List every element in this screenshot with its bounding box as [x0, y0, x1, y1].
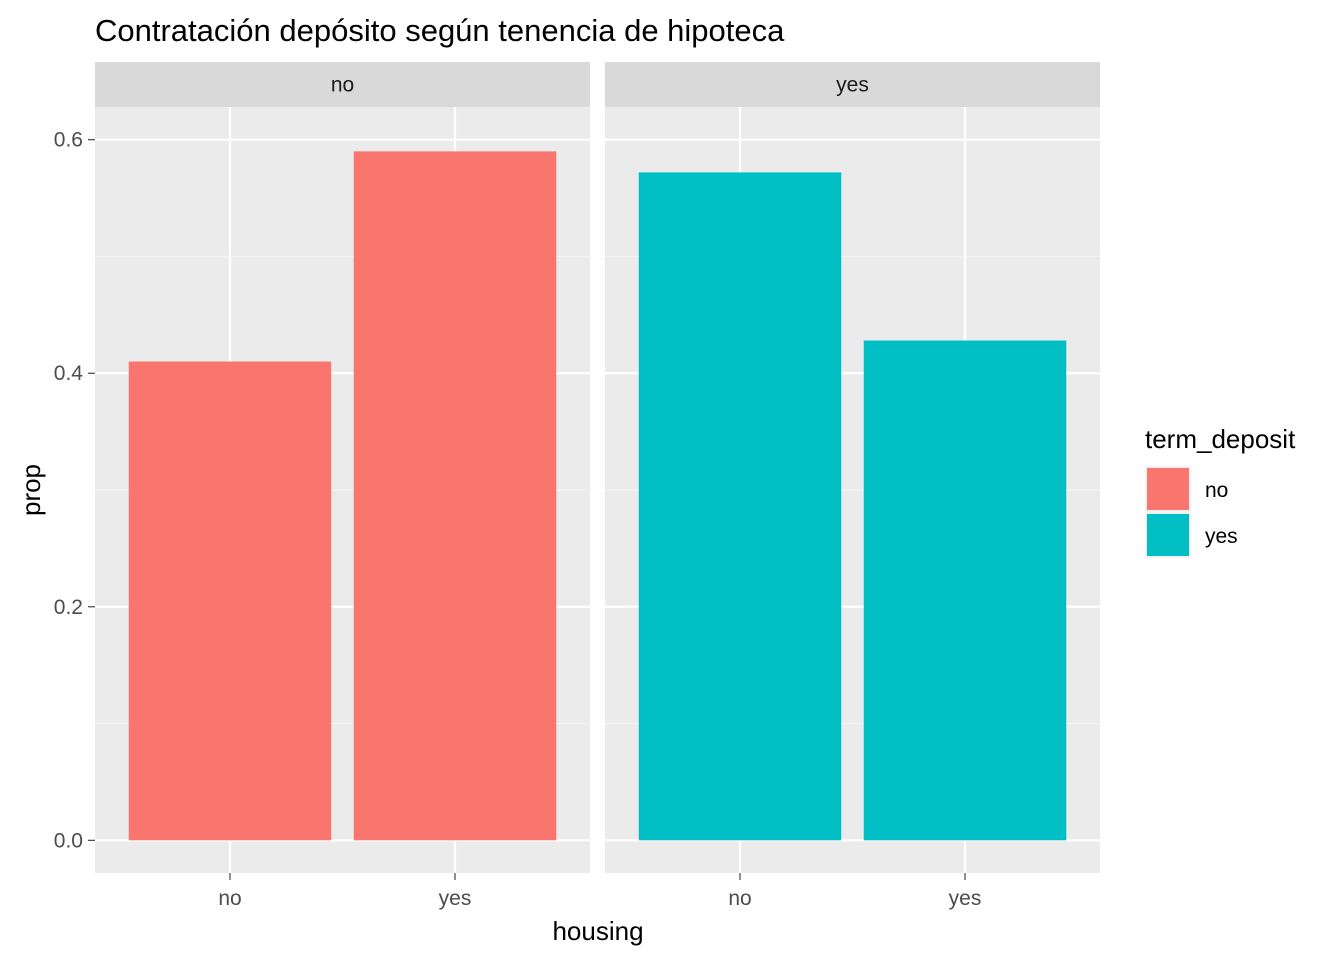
facet-panels: no no yes 0.0 0.2 0.4 0.6 yes no yes [54, 62, 1100, 910]
facet-panel-no: no no yes 0.0 0.2 0.4 0.6 [54, 62, 590, 910]
facet-panel-yes: yes no yes [605, 62, 1100, 910]
y-tick-label: 0.2 [54, 596, 83, 619]
legend-label-no: no [1205, 479, 1228, 502]
bar-no-no [128, 361, 332, 841]
facet-strip [95, 62, 590, 107]
bar-yes-yes [863, 340, 1067, 841]
bar-yes-no [638, 172, 842, 841]
y-axis-title: prop [16, 464, 46, 516]
legend-title: term_deposit [1145, 424, 1296, 454]
bar-no-yes [353, 151, 557, 841]
legend-label-yes: yes [1205, 525, 1238, 548]
x-axis-title: housing [552, 916, 643, 946]
x-tick-label: no [218, 887, 241, 910]
chart-title: Contratación depósito según tenencia de … [95, 13, 785, 48]
y-tick-label: 0.6 [54, 129, 83, 152]
x-tick-label: yes [949, 887, 982, 910]
facet-strip-label: yes [836, 74, 869, 97]
legend-swatch-no [1147, 468, 1189, 510]
x-tick-label: no [728, 887, 751, 910]
y-tick-label: 0.4 [54, 362, 84, 385]
legend-swatch-yes [1147, 514, 1189, 556]
x-tick-label: yes [439, 887, 472, 910]
facet-strip-label: no [331, 74, 354, 97]
facet-strip [605, 62, 1100, 107]
y-tick-label: 0.0 [54, 829, 83, 852]
